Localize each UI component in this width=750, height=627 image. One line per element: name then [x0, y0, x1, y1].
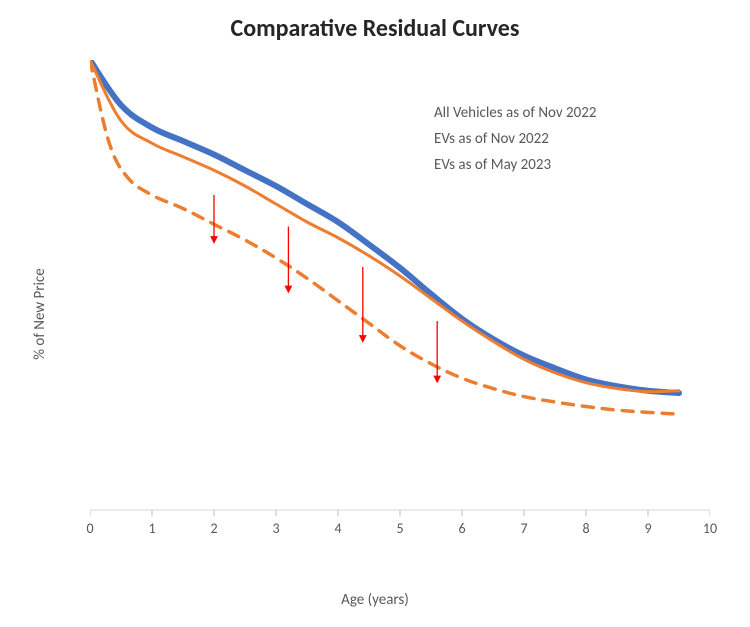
- legend-label: EVs as of May 2023: [434, 156, 551, 174]
- x-tick-label: 0: [86, 520, 93, 537]
- x-tick-label: 6: [458, 520, 465, 537]
- chart-container: Comparative Residual Curves % of New Pri…: [0, 0, 750, 627]
- x-tick-label: 10: [703, 520, 717, 537]
- y-axis-label: % of New Price: [31, 268, 49, 359]
- x-tick-label: 7: [520, 520, 527, 537]
- x-axis-label: Age (years): [0, 591, 750, 609]
- legend: All Vehicles as of Nov 2022 EVs as of Nov…: [380, 100, 596, 178]
- legend-label: EVs as of Nov 2022: [434, 130, 549, 148]
- x-tick-label: 9: [644, 520, 651, 537]
- legend-item-2: EVs as of May 2023: [380, 152, 596, 178]
- x-tick-label: 2: [210, 520, 217, 537]
- x-tick-label: 4: [334, 520, 341, 537]
- x-tick-label: 3: [272, 520, 279, 537]
- legend-item-1: EVs as of Nov 2022: [380, 126, 596, 152]
- chart-title: Comparative Residual Curves: [0, 14, 750, 43]
- x-tick-label: 8: [582, 520, 589, 537]
- x-tick-label: 1: [148, 520, 155, 537]
- x-tick-label: 5: [396, 520, 403, 537]
- legend-item-0: All Vehicles as of Nov 2022: [380, 100, 596, 126]
- legend-label: All Vehicles as of Nov 2022: [434, 104, 596, 122]
